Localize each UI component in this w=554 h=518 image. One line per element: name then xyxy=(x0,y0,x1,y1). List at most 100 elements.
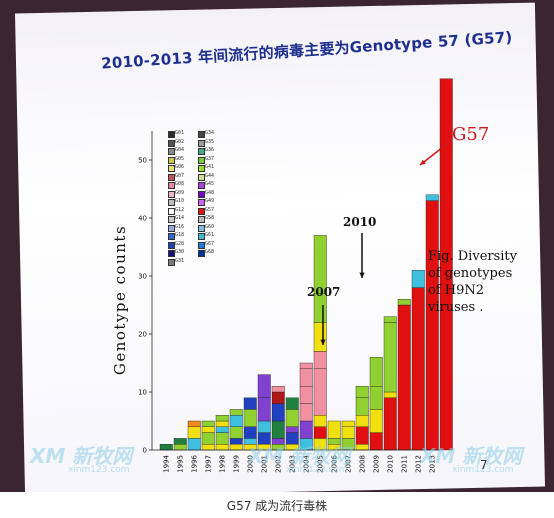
legend-swatch xyxy=(198,216,205,223)
legend-swatch xyxy=(198,139,205,147)
legend-swatch xyxy=(198,199,205,206)
legend-label: G14 xyxy=(175,215,185,221)
legend-swatch xyxy=(168,207,175,215)
bar-segment-2010-2 xyxy=(383,322,397,393)
legend-label: G12 xyxy=(175,206,185,213)
bar-segment-2008-0 xyxy=(355,444,369,451)
legend-item: G01 xyxy=(168,130,196,139)
x-tick-label-2001: 2001 xyxy=(260,455,268,473)
legend-swatch xyxy=(198,241,205,249)
bar-segment-2008-1 xyxy=(355,426,369,445)
x-tick-label-2010: 2010 xyxy=(386,455,394,473)
bar-segment-2010-1 xyxy=(383,391,397,399)
legend-label: G67 xyxy=(205,240,215,247)
bar-segment-2003-3 xyxy=(285,409,299,427)
photo-background: 2010-2013 年间流行的病毒主要为Genotype 57 (G57) 19… xyxy=(0,0,554,492)
annotation-arrows xyxy=(320,139,453,345)
bar-segment-2009-2 xyxy=(369,386,383,410)
bar-segment-1996-1 xyxy=(187,426,201,439)
legend-label: G61 xyxy=(205,232,215,238)
legend-label: G16 xyxy=(175,223,185,230)
legend-label: G18 xyxy=(175,232,185,238)
image-caption: G57 成为流行毒株 xyxy=(226,499,328,513)
legend-swatch xyxy=(168,148,175,155)
legend-label: G28 xyxy=(175,240,185,247)
x-tick-label-2012: 2012 xyxy=(414,455,422,473)
legend-item: G10 xyxy=(168,198,196,207)
bar-segment-2011-1 xyxy=(397,299,411,306)
legend-swatch xyxy=(198,207,205,215)
legend-item: G06 xyxy=(168,164,196,173)
legend-label: G06 xyxy=(175,164,185,170)
legend-label: G48 xyxy=(205,189,215,196)
legend-swatch xyxy=(168,190,175,198)
legend-item: G07 xyxy=(168,173,196,182)
bar-segment-2000-4 xyxy=(243,397,257,410)
x-tick-labels: 1994 1995 1996 1997 1998 1999 2000 2001 2002 2003… xyxy=(162,454,436,472)
bar-segment-2005-3 xyxy=(313,368,327,416)
bar-segment-2005-1 xyxy=(313,426,327,439)
bar-segment-2009-3 xyxy=(369,357,383,387)
bar-segment-2007-1 xyxy=(341,426,355,439)
bar-segment-1998-3 xyxy=(215,420,229,428)
watermark-url: xinm123.com xyxy=(452,465,514,475)
legend-label: G05 xyxy=(175,155,185,162)
annotation-2007: 2007 xyxy=(307,285,341,299)
x-tick-label-2000: 2000 xyxy=(246,455,254,473)
legend-swatch xyxy=(168,241,175,249)
legend-swatch xyxy=(198,165,205,172)
legend-swatch xyxy=(198,156,205,164)
x-tick-label-2006: 2006 xyxy=(330,454,338,472)
legend-item: G04 xyxy=(168,147,196,156)
x-tick-label-2007: 2007 xyxy=(344,455,352,473)
bar-segment-1995-1 xyxy=(173,438,187,445)
bar-segment-1999-0 xyxy=(229,444,243,451)
watermark-url: xinm123.com xyxy=(286,465,348,475)
y-tick-label: 20 xyxy=(138,331,147,339)
legend-item: G05 xyxy=(168,156,196,165)
bar-segment-2012-1 xyxy=(411,270,425,288)
figure-caption-line: Fig. Diversity xyxy=(428,249,517,264)
legend-label: G09 xyxy=(175,189,185,196)
legend-label: G68 xyxy=(205,249,215,255)
legend-label: G04 xyxy=(175,147,185,153)
bar-segment-1997-2 xyxy=(201,426,215,433)
legend-item: G67 xyxy=(198,241,226,250)
y-tick-label: 50 xyxy=(138,157,147,165)
legend-item: G18 xyxy=(168,232,196,241)
bar-segment-1997-1 xyxy=(201,432,215,445)
bar-segment-2006-2 xyxy=(327,420,341,439)
bar-segment-1995-0 xyxy=(173,444,187,451)
y-tick-label: 30 xyxy=(138,273,147,281)
bar-segment-2001-3 xyxy=(257,397,271,422)
legend-label: G49 xyxy=(205,198,215,204)
bar-segment-2000-2 xyxy=(243,426,257,439)
legend-swatch xyxy=(168,139,175,147)
arrow-2007 xyxy=(320,305,326,345)
bar-segment-2009-1 xyxy=(369,409,383,433)
x-tick-label-1994: 1994 xyxy=(162,454,170,472)
bar-segment-2002-3 xyxy=(271,403,285,422)
legend-label: G34 xyxy=(205,130,215,136)
legend-label: G30 xyxy=(175,249,185,255)
x-tick-label-1999: 1999 xyxy=(232,455,240,473)
legend-item: G09 xyxy=(168,190,196,199)
legend-swatch xyxy=(198,233,205,240)
bar-segment-1994-0 xyxy=(159,444,173,451)
legend-item: G61 xyxy=(198,232,226,241)
x-tick-label-2009: 2009 xyxy=(372,455,380,473)
legend-label: G58 xyxy=(205,215,215,221)
legend-swatch xyxy=(168,216,175,223)
x-tick-label-2011: 2011 xyxy=(400,455,408,473)
legend-item: G34 xyxy=(198,130,226,139)
legend-item: G08 xyxy=(168,181,196,190)
bar-segment-2004-4 xyxy=(299,368,313,387)
x-tick-label-2013: 2013 xyxy=(428,455,436,473)
legend-item: G12 xyxy=(168,207,196,216)
y-tick-label: 40 xyxy=(138,215,147,223)
legend-item: G58 xyxy=(198,215,226,224)
axes-group xyxy=(149,131,440,451)
bar-segment-2005-7 xyxy=(313,235,327,294)
legend-swatch xyxy=(168,131,175,138)
bar-segment-2010-0 xyxy=(383,397,397,451)
